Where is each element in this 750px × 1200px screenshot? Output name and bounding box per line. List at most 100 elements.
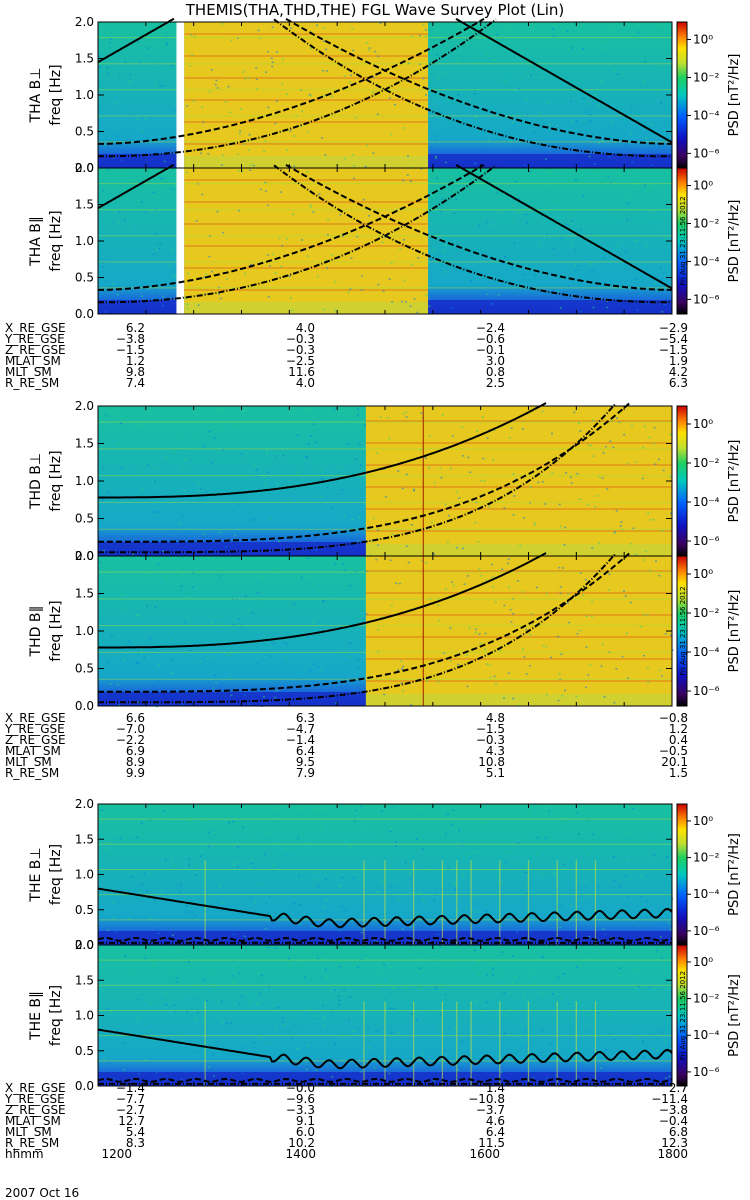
noise-speck: [343, 157, 346, 160]
noise-speck: [106, 661, 109, 663]
noise-speck: [236, 861, 239, 863]
noise-speck: [248, 1001, 251, 1003]
enhanced-interval: [365, 406, 672, 544]
noise-speck: [376, 113, 379, 115]
noise-speck: [264, 190, 267, 192]
noise-speck: [424, 94, 427, 96]
noise-speck: [480, 575, 483, 577]
noise-speck: [388, 991, 391, 994]
noise-speck: [409, 926, 412, 928]
colorbar-tick-label: 10⁻⁶: [693, 924, 720, 938]
noise-speck: [383, 468, 385, 470]
noise-speck: [377, 986, 379, 988]
y-tick-label: 2.0: [75, 161, 94, 175]
noise-speck: [377, 55, 380, 57]
noise-speck: [487, 139, 490, 141]
noise-speck: [393, 103, 396, 106]
noise-speck: [509, 140, 512, 142]
ephemeris-label: X_RE_GSE: [5, 321, 66, 335]
noise-speck: [410, 879, 413, 881]
noise-speck: [390, 133, 393, 136]
ephemeris-value: −5.4: [658, 332, 688, 346]
noise-speck: [410, 1012, 413, 1015]
noise-speck: [613, 1039, 616, 1041]
noise-speck: [267, 471, 269, 474]
ephemeris-value: 6.3: [668, 376, 688, 390]
noise-speck: [247, 77, 250, 79]
noise-speck: [135, 662, 138, 664]
noise-speck: [546, 184, 549, 187]
noise-speck: [548, 123, 551, 126]
noise-speck: [633, 969, 636, 971]
noise-speck: [592, 419, 595, 421]
noise-speck: [574, 179, 577, 182]
noise-speck: [602, 928, 605, 930]
noise-speck: [182, 574, 185, 576]
noise-speck: [271, 61, 274, 64]
noise-speck: [296, 1048, 299, 1050]
noise-speck: [175, 980, 178, 983]
noise-speck: [228, 821, 231, 824]
noise-speck: [582, 594, 585, 596]
noise-speck: [660, 957, 663, 959]
noise-speck: [157, 679, 160, 682]
y-axis-label: freq [Hz]: [48, 985, 64, 1046]
noise-speck: [143, 656, 146, 658]
noise-speck: [287, 498, 290, 501]
noise-speck: [504, 255, 507, 258]
noise-speck: [639, 875, 642, 878]
noise-speck: [157, 932, 160, 935]
noise-speck: [647, 681, 650, 684]
noise-speck: [141, 488, 143, 490]
noise-speck: [545, 233, 548, 236]
noise-speck: [289, 948, 292, 950]
panel-label: THE B∥: [28, 991, 44, 1041]
noise-speck: [559, 926, 562, 929]
noise-speck: [401, 668, 403, 670]
noise-speck: [356, 235, 359, 238]
colorbar-tick-label: 10⁻⁶: [693, 1065, 720, 1079]
noise-speck: [199, 660, 202, 662]
noise-speck: [397, 900, 400, 902]
helium-dashed-left: [98, 163, 485, 291]
noise-speck: [298, 904, 301, 906]
noise-speck: [567, 285, 570, 288]
noise-speck: [500, 211, 503, 213]
noise-speck: [218, 531, 221, 534]
noise-speck: [196, 1011, 199, 1013]
noise-speck: [107, 32, 110, 35]
noise-speck: [479, 479, 482, 482]
noise-speck: [638, 836, 641, 839]
noise-speck: [322, 1016, 325, 1018]
noise-speck: [154, 289, 157, 291]
noise-speck: [552, 872, 555, 874]
noise-speck: [120, 594, 123, 596]
noise-speck: [478, 633, 481, 635]
noise-speck: [200, 855, 202, 857]
noise-speck: [286, 848, 289, 850]
noise-speck: [529, 486, 532, 488]
noise-speck: [416, 311, 419, 314]
noise-speck: [353, 819, 356, 822]
noise-speck: [127, 640, 130, 642]
noise-speck: [201, 106, 204, 108]
noise-speck: [433, 482, 436, 484]
noise-speck: [669, 476, 672, 478]
noise-speck: [661, 530, 664, 532]
noise-speck: [450, 581, 453, 583]
noise-speck: [171, 638, 174, 641]
noise-speck: [645, 900, 648, 903]
noise-speck: [482, 457, 485, 460]
noise-speck: [239, 108, 242, 110]
noise-speck: [376, 941, 379, 943]
noise-speck: [474, 115, 477, 118]
noise-speck: [234, 426, 237, 428]
noise-speck: [207, 831, 210, 833]
colorbar-tick-label: 10⁻²: [693, 606, 720, 620]
noise-speck: [585, 1025, 588, 1027]
noise-speck: [571, 120, 574, 123]
noise-speck: [322, 69, 325, 72]
noise-speck: [410, 951, 413, 953]
noise-speck: [574, 264, 577, 267]
noise-speck: [376, 452, 378, 454]
